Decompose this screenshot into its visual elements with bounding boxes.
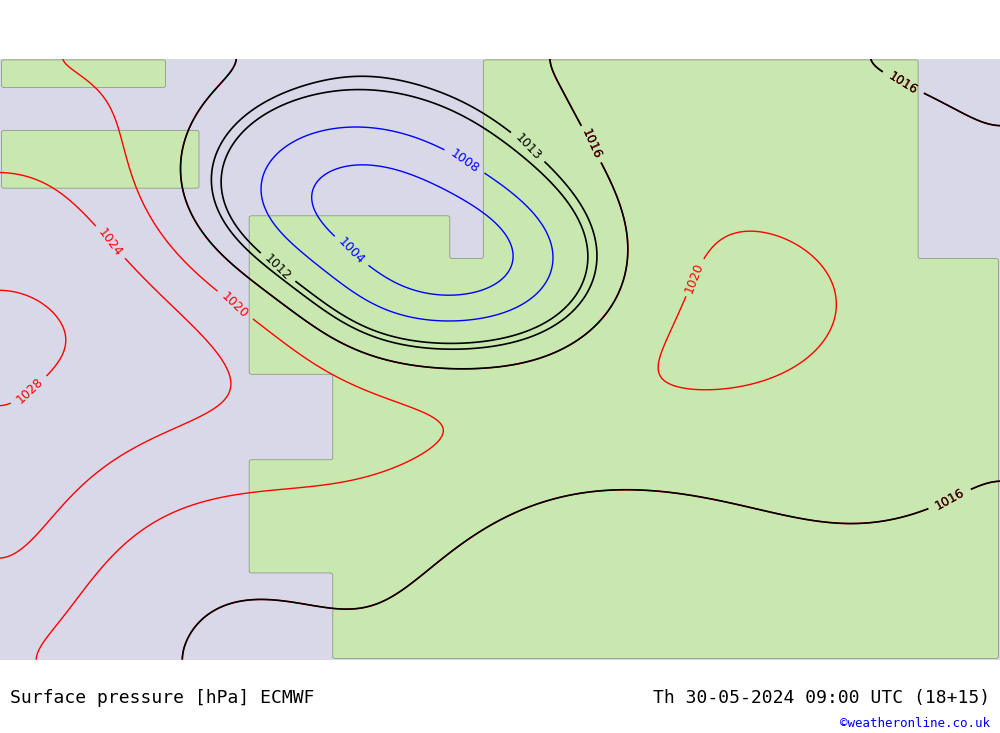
- Text: 1004: 1004: [335, 235, 367, 267]
- Text: 1013: 1013: [513, 130, 544, 163]
- Text: 1016: 1016: [579, 127, 604, 161]
- Text: 1008: 1008: [448, 147, 482, 175]
- Text: 1016: 1016: [886, 69, 920, 97]
- Text: 1020: 1020: [682, 260, 706, 295]
- Text: Th 30-05-2024 09:00 UTC (18+15): Th 30-05-2024 09:00 UTC (18+15): [653, 689, 990, 707]
- Text: 1016: 1016: [933, 486, 967, 512]
- Text: 1024: 1024: [96, 226, 125, 259]
- Text: 1028: 1028: [14, 375, 46, 407]
- Text: 1020: 1020: [219, 290, 251, 321]
- Text: Surface pressure [hPa] ECMWF: Surface pressure [hPa] ECMWF: [10, 689, 314, 707]
- Text: 1016: 1016: [933, 486, 967, 512]
- Text: 1012: 1012: [262, 251, 294, 283]
- Text: ©weatheronline.co.uk: ©weatheronline.co.uk: [840, 717, 990, 729]
- Text: 1016: 1016: [886, 69, 920, 97]
- Text: 1016: 1016: [579, 127, 604, 161]
